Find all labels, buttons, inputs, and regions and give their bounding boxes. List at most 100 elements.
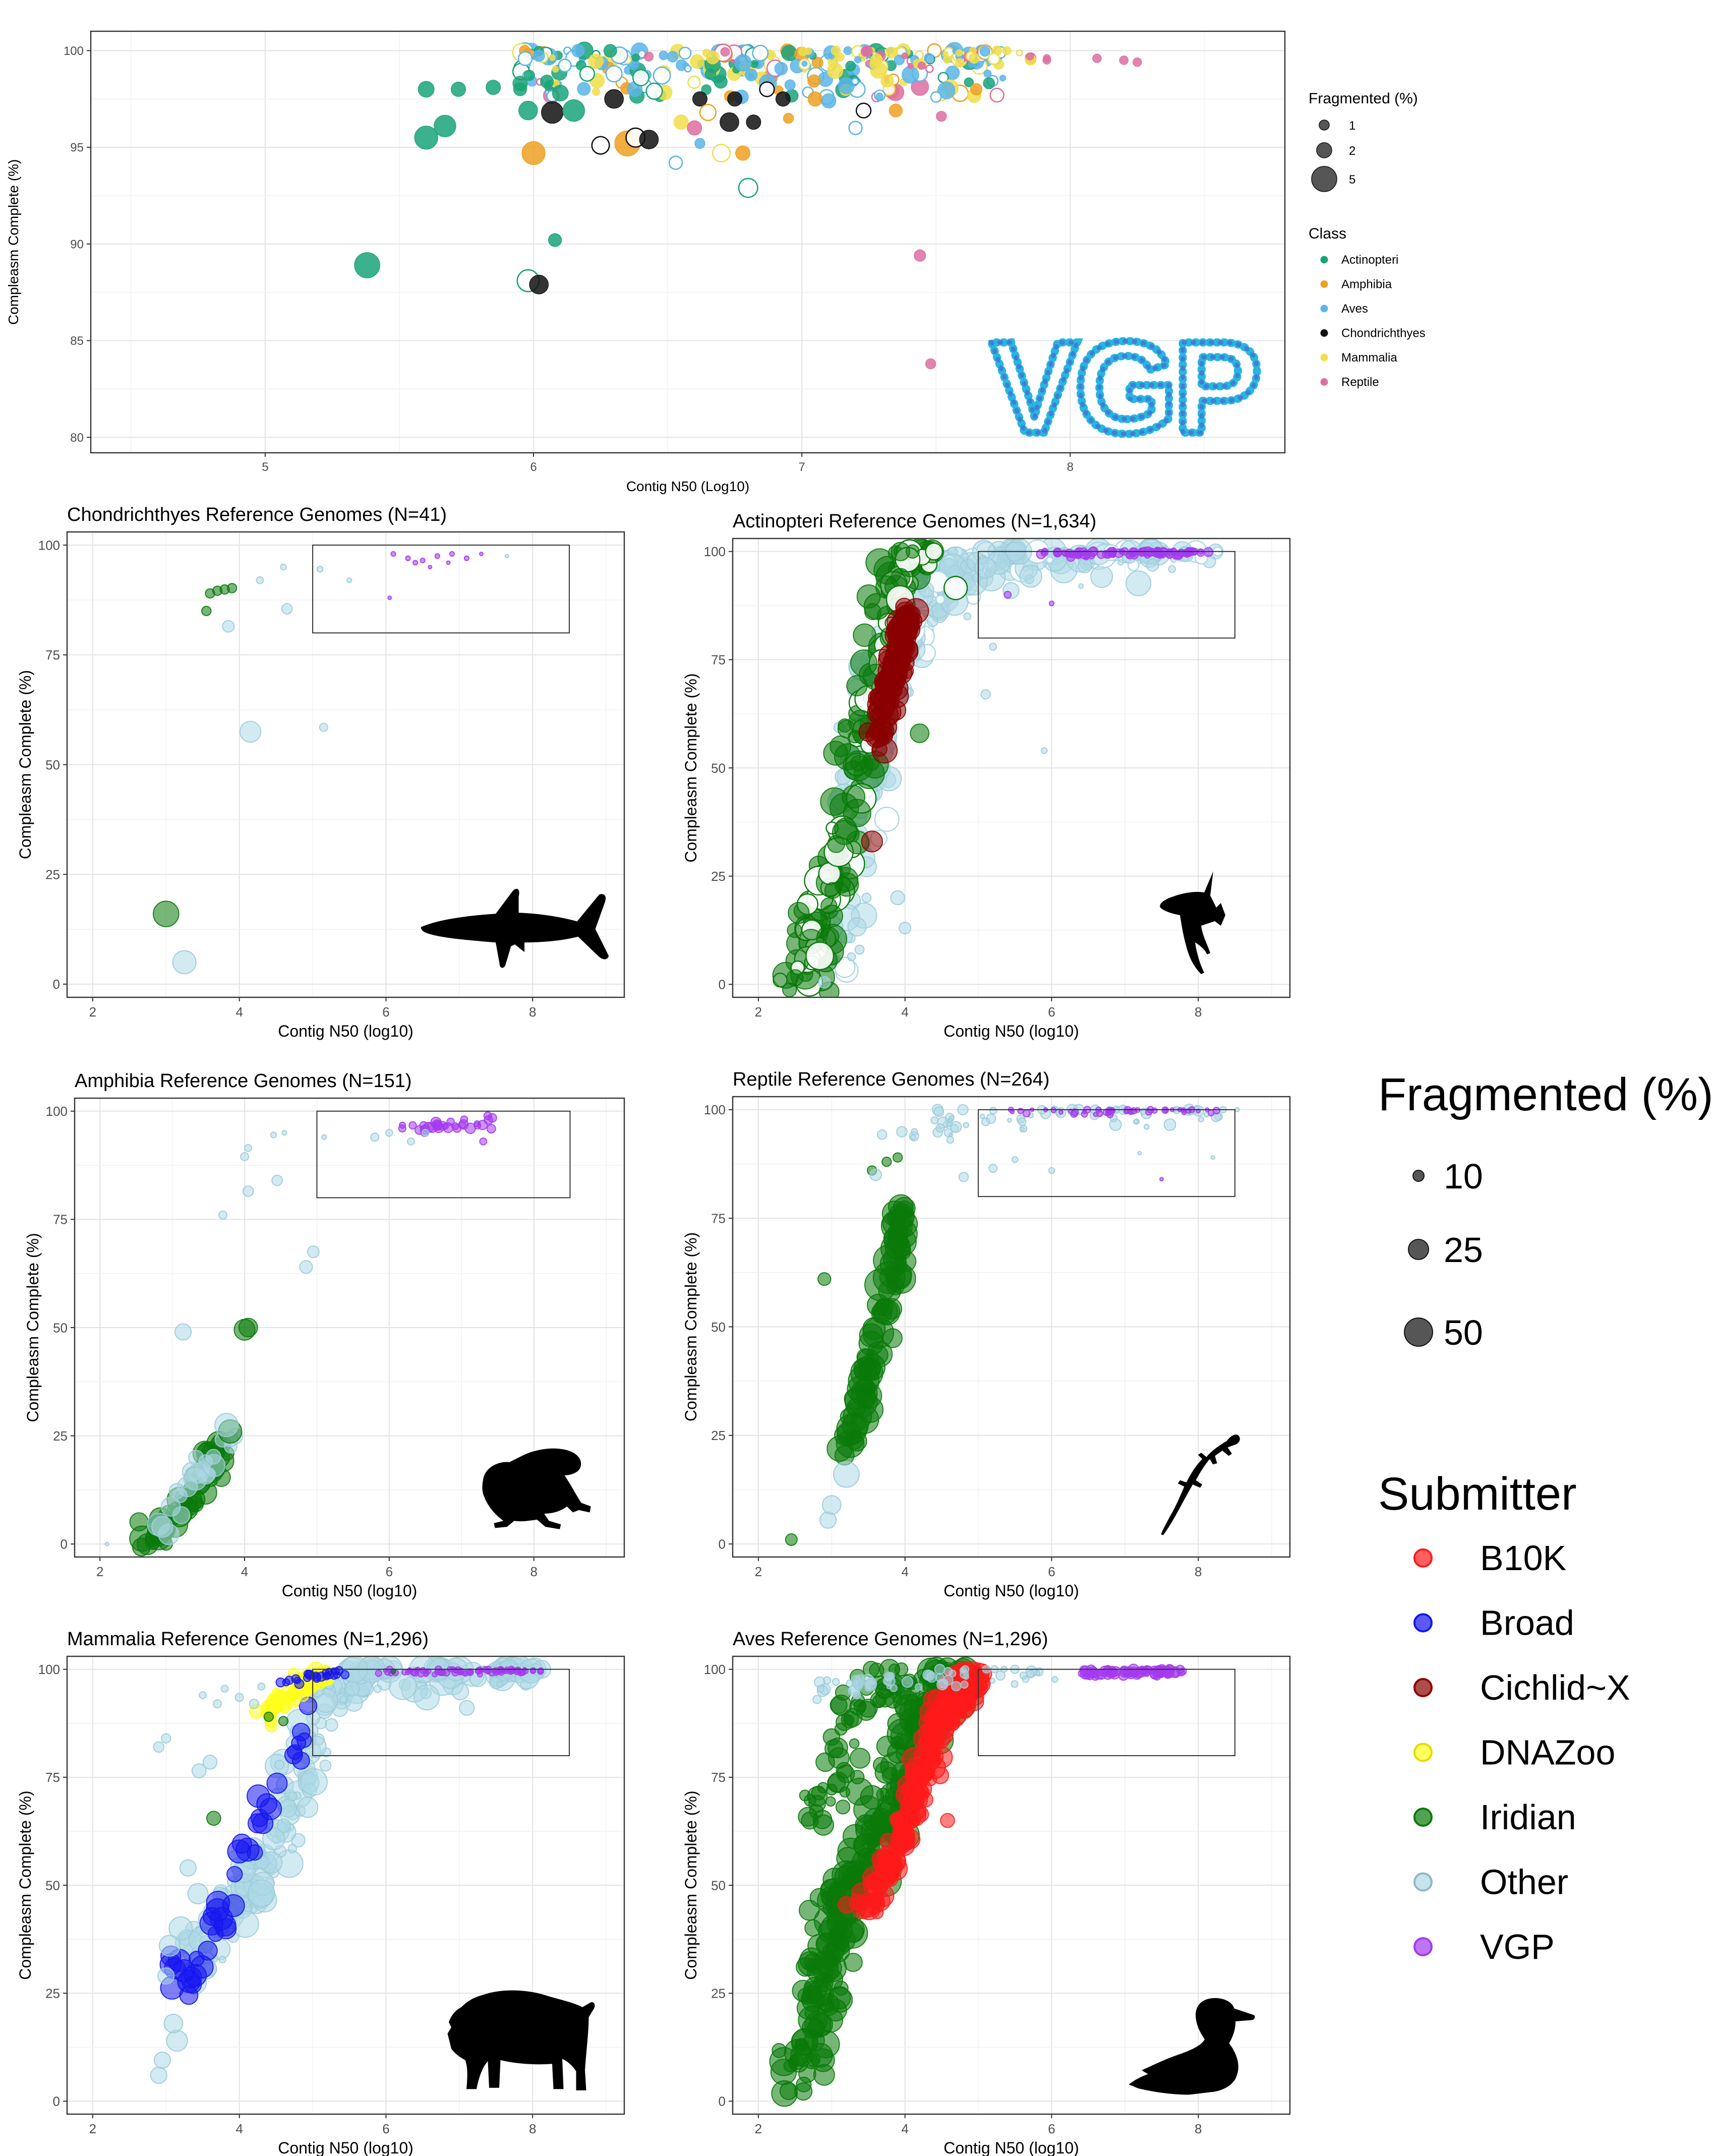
y-tick-label: 25 — [711, 1986, 726, 2001]
scatter-point-vgp — [466, 1669, 472, 1675]
scatter-point-vgp — [1003, 590, 1012, 599]
scatter-point-other — [504, 554, 509, 559]
highlight-box — [978, 1109, 1235, 1197]
scatter-point-other — [947, 1117, 953, 1123]
scatter-point-other — [388, 1672, 417, 1700]
y-tick-label: 75 — [711, 1211, 726, 1226]
scatter-point-other — [276, 1818, 291, 1833]
scatter-point-actinopteri — [518, 100, 538, 121]
scatter-point-vgp — [1089, 1668, 1099, 1679]
scatter-point-cichlidx — [895, 597, 914, 616]
scatter-point-iridian — [808, 1794, 826, 1813]
scatter-point-vgp — [401, 1669, 408, 1675]
scatter-point-other — [321, 1134, 327, 1140]
scatter-point-other — [847, 917, 867, 937]
top-legend: Fragmented (%) 1 2 5 Class Actinopteri Amphibi… — [1309, 90, 1426, 389]
scatter-point-other — [234, 1693, 244, 1702]
scatter-point-other — [413, 1684, 440, 1711]
scatter-point-aves — [667, 51, 679, 63]
legend-size-label: 25 — [1444, 1230, 1483, 1270]
y-tick-label: 25 — [711, 869, 726, 884]
legend-size-label: 50 — [1444, 1313, 1483, 1352]
scatter-point-iridian — [785, 1533, 798, 1546]
scatter-point-other — [1163, 1118, 1176, 1131]
scatter-point-vgp — [405, 555, 411, 561]
scatter-point-iridian — [905, 544, 920, 559]
scatter-point-dnazoo — [298, 1690, 309, 1702]
scatter-point-other — [963, 612, 972, 621]
legend-submitter-label: DNAZoo — [1480, 1733, 1615, 1772]
scatter-point-broad — [202, 1907, 221, 1926]
y-axis-label: Compleasm Complete (%) — [6, 159, 21, 325]
scatter-point-other — [1078, 583, 1084, 589]
scatter-point-iridian — [806, 2053, 821, 2067]
x-tick-label: 4 — [235, 2121, 243, 2136]
scatter-point-reptile — [907, 63, 914, 69]
scatter-point-iridian — [788, 902, 810, 924]
scatter-point-chondrichthyes — [746, 114, 761, 130]
scatter-point-mammalia — [712, 144, 731, 163]
scatter-point-mammalia — [942, 51, 949, 57]
scatter-point-iridian — [866, 1836, 879, 1849]
scatter-point-vgp — [463, 555, 470, 561]
scatter-point-other — [407, 1137, 415, 1146]
y-axis-label: Compleasm Complete (%) — [682, 1232, 700, 1421]
scatter-point-aves — [801, 61, 808, 67]
scatter-point-other — [936, 1679, 949, 1691]
scatter-point-other — [344, 1681, 360, 1697]
scatter-point-other — [974, 557, 997, 579]
scatter-point-vgp — [479, 552, 484, 556]
legend-size-label: 10 — [1444, 1157, 1483, 1196]
legend-size-key — [1311, 166, 1337, 192]
scatter-point-other — [869, 1168, 882, 1181]
x-tick-label: 7 — [798, 460, 805, 474]
scatter-point-other — [319, 1759, 332, 1772]
scatter-point-other — [373, 1684, 382, 1693]
scatter-point-aves — [605, 65, 623, 83]
scatter-point-dnazoo — [272, 1689, 286, 1704]
scatter-point-other — [105, 1541, 109, 1546]
scatter-point-other — [179, 1859, 197, 1877]
y-tick-label: 85 — [70, 334, 84, 348]
scatter-point-aves — [924, 53, 934, 64]
scatter-point-other — [385, 1128, 393, 1137]
x-tick-label: 6 — [530, 460, 537, 474]
scatter-point-other — [1143, 1123, 1150, 1130]
scatter-point-other — [911, 1128, 918, 1135]
scatter-point-other — [168, 1483, 185, 1500]
scatter-point-b10k — [918, 1721, 941, 1744]
scatter-point-iridian — [893, 1197, 916, 1220]
scatter-point-vgp — [1119, 1666, 1131, 1678]
scatter-point-broad — [287, 1744, 303, 1760]
x-axis-label: Contig N50 (log10) — [278, 2139, 413, 2156]
y-tick-label: 50 — [711, 760, 726, 775]
scatter-point-vgp — [1036, 549, 1046, 560]
y-tick-label: 0 — [719, 1537, 726, 1552]
scatter-point-vgp — [485, 1668, 491, 1674]
y-tick-label: 0 — [53, 2094, 60, 2109]
scatter-point-b10k — [956, 1702, 974, 1719]
scatter-point-other — [166, 2029, 188, 2052]
scatter-point-actinopteri — [983, 77, 995, 89]
scatter-point-other — [1051, 1676, 1058, 1683]
y-tick-label: 95 — [70, 141, 84, 155]
scatter-point-other — [833, 1461, 860, 1488]
scatter-point-broad — [256, 1793, 278, 1815]
scatter-point-aves — [848, 121, 863, 136]
scatter-point-other — [1077, 558, 1093, 573]
scatter-point-other — [922, 1669, 934, 1681]
scatter-point-mammalia — [690, 54, 704, 69]
scatter-point-iridian — [850, 1405, 879, 1434]
chart-panel-actino: 2 4 6 8 0 25 50 75 100 Contig N50 (log10) Compleas… — [682, 511, 1291, 1040]
scatter-point-other — [218, 1210, 228, 1220]
scatter-point-chondrichthyes — [692, 91, 707, 107]
scatter-point-b10k — [849, 1894, 866, 1911]
scatter-point-other — [1018, 1117, 1027, 1126]
scatter-point-other — [901, 1676, 914, 1688]
scatter-point-vgp — [1048, 601, 1055, 607]
x-tick-label: 8 — [1195, 1564, 1202, 1579]
scatter-point-other — [163, 2013, 184, 2033]
scatter-point-broad — [226, 1866, 243, 1883]
scatter-point-other — [854, 944, 865, 955]
